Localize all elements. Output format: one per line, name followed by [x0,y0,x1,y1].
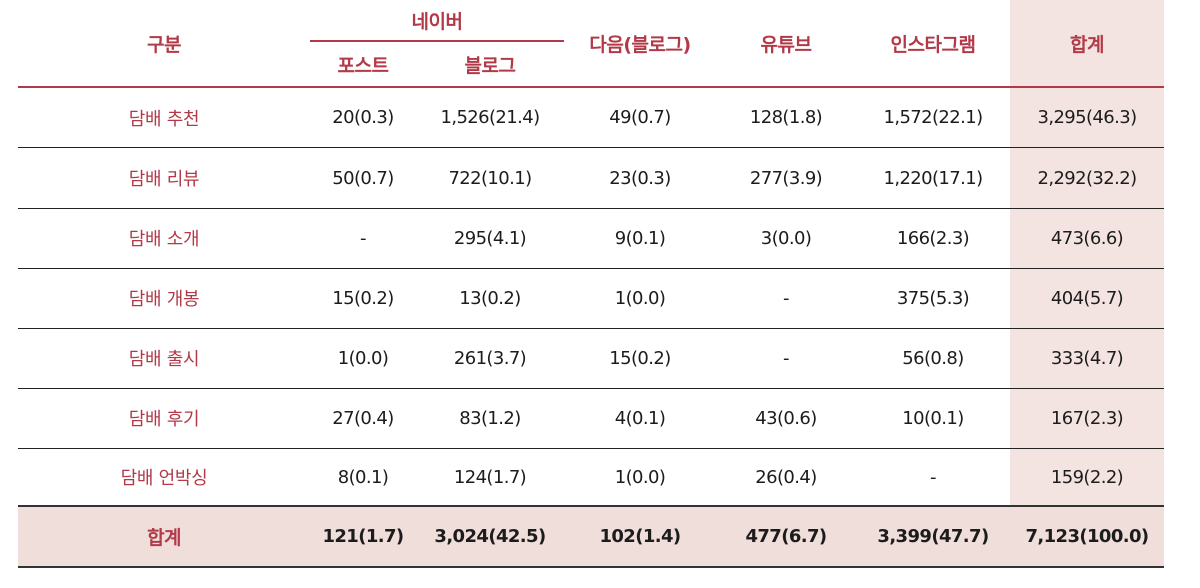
row-label: 담배 후기 [128,409,200,430]
table-cell: - [783,347,790,369]
table-cell: 4(0.1) [614,407,666,429]
table-cell: 15(0.2) [609,347,671,369]
table-cell: 404(5.7) [1050,287,1124,309]
row-label: 담배 리뷰 [128,169,200,190]
row-divider [18,448,1164,449]
row-divider [18,208,1164,209]
header-youtube: 유튜브 [760,33,812,56]
table-cell: 3,295(46.3) [1037,107,1137,128]
table-cell: 1,526(21.4) [440,107,540,128]
row-label: 담배 추천 [128,108,200,130]
total-cell: 121(1.7) [322,525,404,547]
total-cell: 3,024(42.5) [434,525,546,547]
table-cell: 56(0.8) [902,347,964,369]
table-cell: 26(0.4) [755,466,817,488]
header-instagram: 인스타그램 [890,33,976,56]
table-cell: 722(10.1) [448,167,532,189]
total-row-shading [18,506,1164,566]
table-cell: 159(2.2) [1050,466,1124,488]
table-cell: 83(1.2) [459,407,521,429]
row-label: 담배 언박싱 [120,468,208,489]
row-label: 담배 출시 [128,349,200,370]
total-column-shading [1010,0,1164,506]
header-daum: 다음(블로그) [589,33,691,56]
table-cell: 1(0.0) [337,347,389,369]
row-label: 담배 개봉 [128,289,200,310]
table-cell: 1(0.0) [614,287,666,309]
table-cell: 333(4.7) [1050,347,1124,369]
table-cell: 375(5.3) [896,287,970,309]
table-cell: - [360,227,367,249]
header-naver-post: 포스트 [337,54,389,77]
table-cell: 124(1.7) [453,466,527,488]
table-cell: 15(0.2) [332,287,394,309]
naver-header-divider [310,40,564,42]
table-cell: 1,220(17.1) [883,167,983,189]
table-cell: 49(0.7) [609,107,671,128]
table-cell: 295(4.1) [453,227,527,249]
table-cell: 9(0.1) [614,227,666,249]
total-cell: 477(6.7) [745,525,827,547]
total-cell: 3,399(47.7) [877,525,989,547]
header-bottom-rule [18,86,1164,88]
table-cell: 8(0.1) [337,466,389,488]
total-cell: 102(1.4) [599,525,681,547]
header-naver: 네이버 [411,10,463,33]
table-cell: 43(0.6) [755,407,817,429]
header-category: 구분 [147,33,181,56]
table-cell: 261(3.7) [453,347,527,369]
table-cell: 1,572(22.1) [883,107,983,128]
total-row-label: 합계 [147,526,181,549]
table-cell: 2,292(32.2) [1037,167,1137,189]
table-cell: 27(0.4) [332,407,394,429]
table-cell: 1(0.0) [614,466,666,488]
table-cell: 128(1.8) [749,107,823,128]
table-cell: 13(0.2) [459,287,521,309]
data-table: 구분 네이버 포스트 블로그 다음(블로그) 유튜브 인스타그램 합계 담배 추… [18,0,1164,572]
table-cell: - [783,287,790,309]
table-cell: 50(0.7) [332,167,394,189]
table-cell: 10(0.1) [902,407,964,429]
row-divider [18,147,1164,148]
table-bottom-rule [18,566,1164,568]
total-cell: 7,123(100.0) [1025,525,1149,547]
header-total: 합계 [1070,33,1104,56]
row-divider [18,328,1164,329]
table-cell: 3(0.0) [760,227,812,249]
table-cell: - [930,466,937,488]
table-cell: 277(3.9) [749,167,823,189]
table-cell: 473(6.6) [1050,227,1124,249]
total-row-top-rule [18,505,1164,507]
table-cell: 167(2.3) [1050,407,1124,429]
table-cell: 166(2.3) [896,227,970,249]
row-label: 담배 소개 [128,229,200,250]
table-cell: 23(0.3) [609,167,671,189]
table-cell: 20(0.3) [332,107,394,128]
row-divider [18,268,1164,269]
header-naver-blog: 블로그 [464,54,516,77]
row-divider [18,388,1164,389]
